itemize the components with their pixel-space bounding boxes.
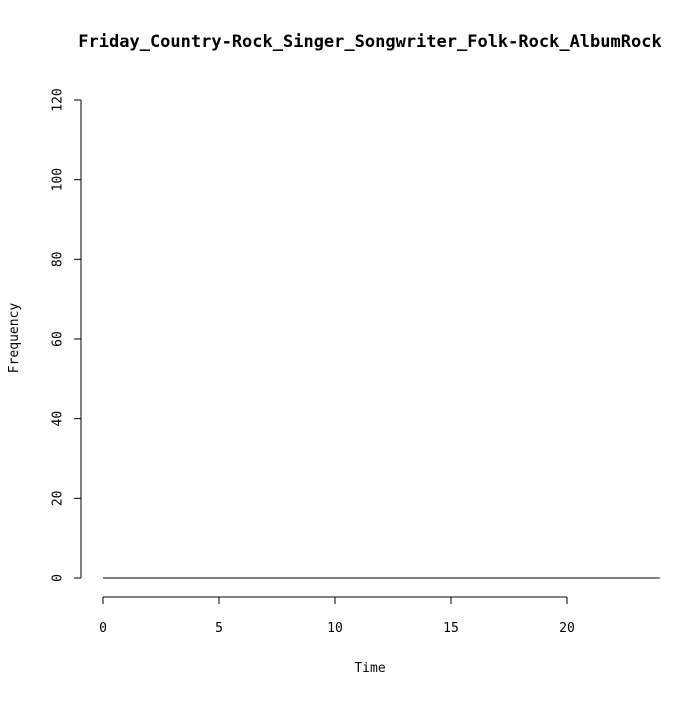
chart-title: Friday_Country-Rock_Singer_Songwriter_Fo… bbox=[78, 32, 661, 52]
x-axis: 0 5 10 15 20 bbox=[99, 596, 575, 636]
y-tick-label: 100 bbox=[51, 168, 66, 191]
x-tick-label: 20 bbox=[559, 621, 575, 636]
y-tick-label: 60 bbox=[51, 331, 66, 347]
y-axis-label: Frequency bbox=[7, 303, 22, 374]
y-tick-label: 40 bbox=[51, 411, 66, 427]
y-tick-label: 0 bbox=[51, 574, 66, 582]
y-tick-label: 120 bbox=[51, 88, 66, 111]
x-tick-label: 0 bbox=[99, 621, 107, 636]
x-tick-label: 10 bbox=[327, 621, 343, 636]
x-tick-label: 15 bbox=[443, 621, 459, 636]
x-tick-label: 5 bbox=[215, 621, 223, 636]
y-tick-label: 80 bbox=[51, 252, 66, 268]
y-axis: 0 20 40 60 80 100 120 bbox=[51, 88, 82, 582]
y-tick-label: 20 bbox=[51, 491, 66, 507]
x-axis-label: Time bbox=[354, 661, 385, 676]
